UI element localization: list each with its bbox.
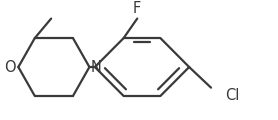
Text: O: O: [4, 60, 16, 75]
Text: F: F: [133, 1, 141, 16]
Text: Cl: Cl: [225, 88, 239, 103]
Text: N: N: [91, 60, 102, 75]
